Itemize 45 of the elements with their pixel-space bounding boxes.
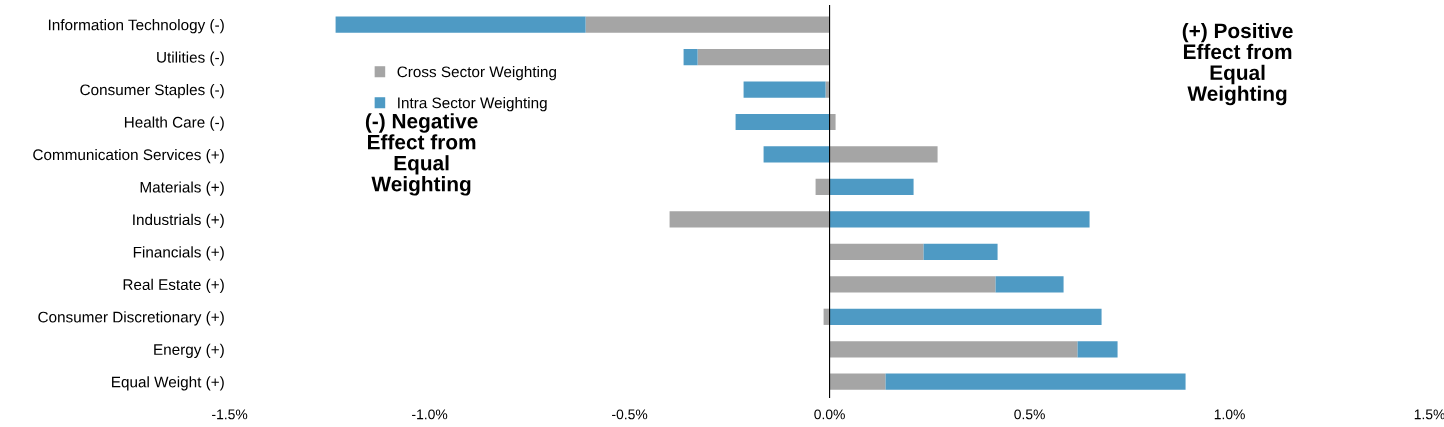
x-tick-label: 1.0% [1214,409,1245,420]
bar [923,243,998,260]
x-tick-label: -1.0% [412,409,448,420]
bar [885,373,1186,390]
bar [669,211,830,228]
bar [335,16,586,33]
bar [995,276,1064,293]
legend-label: Cross Sector Weighting [397,66,556,81]
bar [1077,341,1118,358]
bar [735,113,830,131]
y-tick-label: Information Technology (-) [48,19,224,34]
x-tick-label: 1.5% [1414,409,1444,420]
bar [829,276,996,293]
annotation: (+) Positive Effect from Equal Weighting [1182,22,1293,106]
y-tick-label: Utilities (-) [157,51,224,66]
y-tick-label: Health Care (-) [124,116,224,131]
bar [815,178,830,196]
y-tick-label: Consumer Discretionary (+) [38,311,224,326]
y-tick-label: Real Estate (+) [123,278,224,294]
bar [829,341,1078,358]
bar [697,48,830,66]
bar [829,146,938,163]
bar [585,16,830,33]
bar [743,81,826,98]
y-tick-label: Materials (+) [140,181,224,196]
y-tick-label: Equal Weight (+) [112,376,224,391]
bar [829,308,1102,325]
y-tick-label: Consumer Staples (-) [80,84,224,99]
bar [829,373,886,390]
bar [829,113,836,131]
y-tick-label: Energy (+) [154,343,224,358]
y-tick-label: Financials (+) [133,246,224,261]
x-tick-label: 0.5% [1014,409,1045,420]
bar [683,48,698,66]
x-tick-label: -0.5% [612,409,648,420]
x-tick-label: -1.5% [212,409,248,420]
bar [829,243,924,260]
legend-label: Intra Sector Weighting [398,97,547,112]
bar [829,178,914,196]
y-tick-label: Communication Services (+) [33,148,224,164]
annotation: (-) Negative Effect from Equal Weighting [365,113,478,196]
y-tick-label: Industrials (+) [133,213,224,229]
bar [763,146,830,163]
bar [829,211,1090,228]
x-tick-label: 0.0% [814,409,845,420]
